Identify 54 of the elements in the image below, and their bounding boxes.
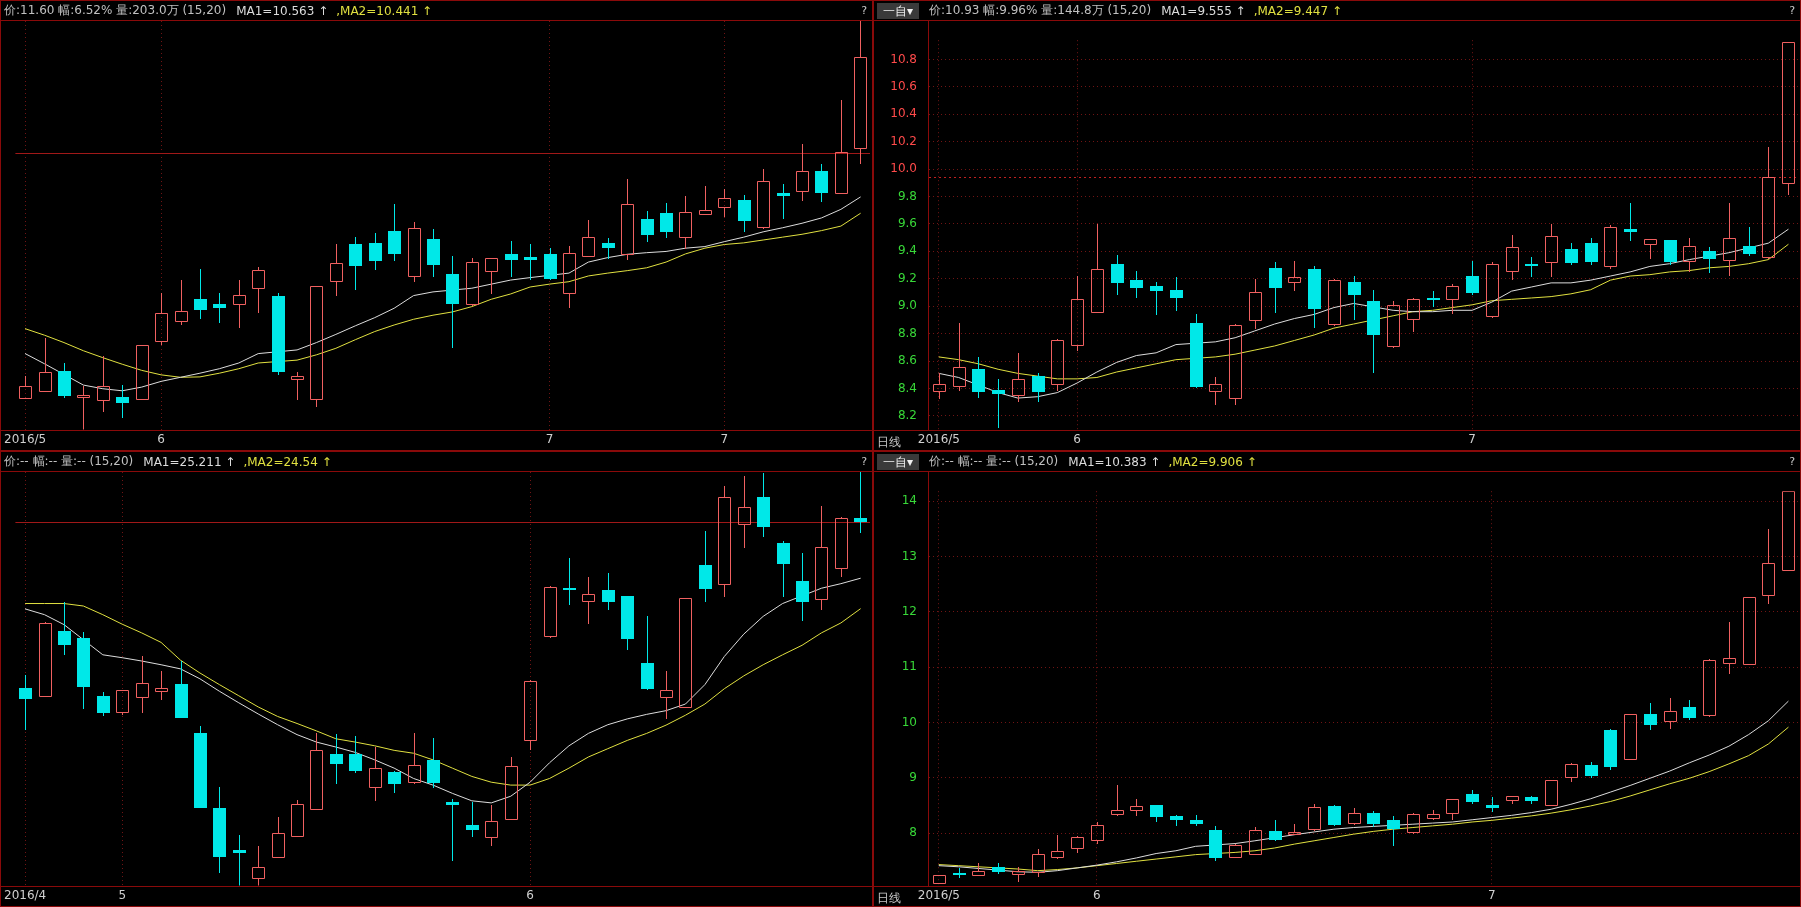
y-tick-label: 10.0 — [890, 161, 917, 176]
y-tick-label: 8.6 — [897, 353, 917, 368]
x-tick-label: 6 — [157, 431, 165, 446]
y-tick-label: 10 — [901, 714, 917, 729]
text: MA1=10.383 ↑ — [1068, 454, 1161, 469]
text: MA1=10.563 ↑ — [236, 3, 329, 18]
x-tick-label: 7 — [720, 431, 729, 446]
y-tick-label: 9.2 — [897, 270, 917, 285]
chart-title: 价:-- 幅:-- 量:-- (15,20) — [929, 453, 1059, 470]
x-tick-label: 6 — [1073, 431, 1081, 446]
x-tick-label: 7 — [1488, 887, 1496, 902]
text: MA1=25.211 ↑ — [143, 454, 236, 469]
x-tick-label: 2016/5 — [917, 887, 960, 902]
text: ,MA2=24.54 ↑ — [243, 454, 332, 469]
y-tick-label: 8.8 — [897, 325, 917, 340]
x-tick-label: 6 — [526, 887, 534, 902]
y-tick-label: 10.8 — [890, 51, 917, 66]
x-tick-label: 7 — [1468, 431, 1476, 446]
y-tick-label: 9.0 — [897, 298, 917, 313]
text: ,MA2=10.441 ↑ — [336, 3, 433, 18]
x-tick-label: 2016/4 — [4, 887, 47, 902]
y-tick-label: 8.4 — [897, 380, 917, 395]
chart-title: 价:10.93 幅:9.96% 量:144.8万 (15,20) — [929, 2, 1152, 19]
y-tick-label: 13 — [901, 548, 917, 563]
x-tick-label: 7 — [545, 431, 554, 446]
y-tick-label: 8.2 — [897, 408, 917, 423]
chart-title: 价:-- 幅:-- 量:-- (15,20) — [4, 453, 134, 470]
text: 日线 — [877, 435, 901, 449]
text: ? — [861, 455, 867, 468]
y-tick-label: 10.6 — [890, 78, 917, 93]
text: ? — [861, 4, 867, 17]
y-tick-label: 9.6 — [897, 216, 917, 231]
y-tick-label: 9 — [909, 769, 917, 784]
x-tick-label: 2016/5 — [4, 431, 47, 446]
y-tick-label: 9.8 — [897, 188, 917, 203]
y-tick-label: 10.4 — [890, 106, 917, 121]
chart-title: 价:11.60 幅:6.52% 量:203.0万 (15,20) — [4, 2, 227, 19]
text: ,MA2=9.906 ↑ — [1168, 454, 1257, 469]
y-tick-label: 9.4 — [897, 243, 917, 258]
text: 日线 — [877, 891, 901, 905]
text: ,MA2=9.447 ↑ — [1253, 3, 1342, 18]
y-tick-label: 8 — [909, 825, 917, 840]
text: MA1=9.555 ↑ — [1161, 3, 1246, 18]
x-tick-label: 6 — [1093, 887, 1101, 902]
y-tick-label: 12 — [901, 603, 917, 618]
y-tick-label: 11 — [901, 659, 917, 674]
y-tick-label: 14 — [901, 493, 917, 508]
text: ? — [1789, 455, 1795, 468]
text: 一自▾ — [877, 453, 920, 470]
y-tick-label: 10.2 — [890, 133, 917, 148]
text: ? — [1789, 4, 1795, 17]
text: 一自▾ — [877, 2, 920, 19]
x-tick-label: 5 — [118, 887, 127, 902]
x-tick-label: 2016/5 — [917, 431, 960, 446]
